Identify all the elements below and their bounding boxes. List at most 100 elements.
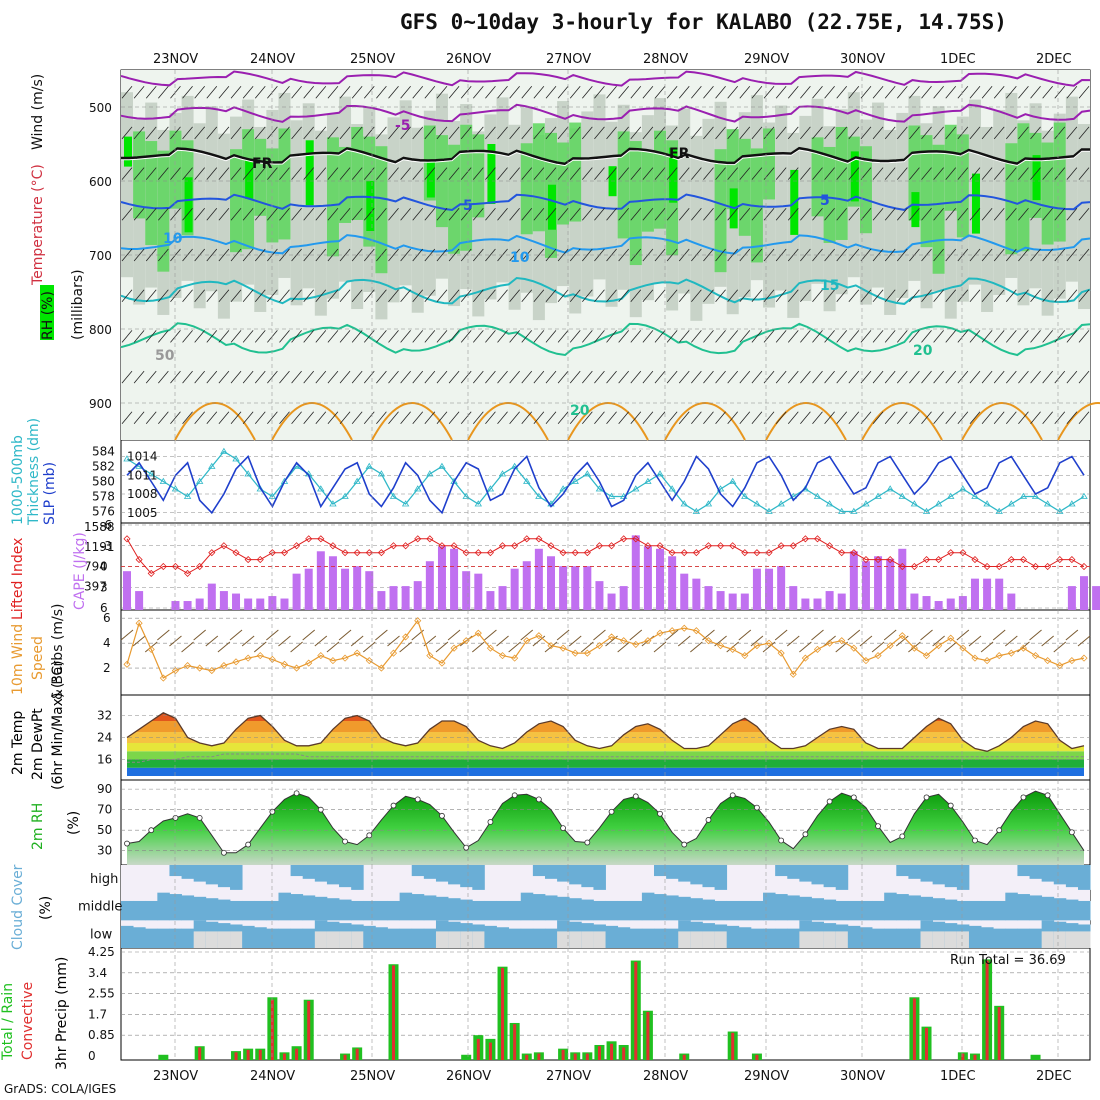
- wind-barb: [145, 370, 157, 384]
- wind10-barb: [253, 641, 267, 653]
- wind-barb: [545, 126, 557, 140]
- precip-conv-bar: [198, 1047, 202, 1060]
- wind10-point: [486, 644, 494, 652]
- wind-barb: [787, 167, 799, 180]
- wind-barb: [363, 167, 375, 180]
- cloud-cell: [714, 900, 728, 921]
- cloud-cell: [993, 900, 1006, 921]
- precip-total-bar: [158, 1054, 169, 1060]
- cloud-cell: [423, 865, 437, 879]
- wind-barb: [400, 289, 411, 302]
- wind-barb: [279, 411, 290, 425]
- rh-gray-cell: [314, 130, 327, 316]
- wind-barb: [497, 330, 508, 343]
- precip-ytick-5: 0: [88, 1049, 96, 1063]
- wind10-point: [801, 654, 809, 662]
- wind-barb: [909, 370, 920, 384]
- wind-barb: [618, 167, 629, 180]
- cape-bar: [716, 591, 725, 610]
- cape-bar: [183, 601, 192, 610]
- date-label-top-1: 24NOV: [250, 52, 295, 67]
- thickness-point: [680, 500, 688, 507]
- wind10-barb: [653, 641, 667, 653]
- wind-barb: [218, 370, 230, 384]
- date-label-bottom-3: 26NOV: [446, 1069, 491, 1084]
- cape-bar: [740, 593, 749, 610]
- wind-barb: [182, 167, 193, 180]
- wind-barb: [1078, 330, 1090, 343]
- rh-point: [148, 827, 155, 834]
- slp-line: [126, 455, 1085, 515]
- cloud-cell: [326, 865, 340, 885]
- wind-barb: [315, 126, 327, 140]
- li-point: [971, 556, 979, 564]
- wind10-barb: [447, 629, 461, 641]
- cloud-gap: [690, 931, 703, 948]
- wind-barb: [351, 289, 363, 302]
- wind-barb: [182, 411, 193, 425]
- wind-barb: [533, 126, 545, 140]
- li-point: [329, 542, 337, 550]
- wind10-barb: [883, 629, 897, 641]
- cloud-gap: [193, 931, 207, 948]
- wind10-point: [305, 659, 313, 667]
- rh-line: [126, 790, 1085, 854]
- cloud-cell: [254, 927, 267, 948]
- wind-barb: [206, 126, 218, 140]
- wind-barb: [1066, 411, 1078, 425]
- wind10-barb: [799, 641, 812, 653]
- wind-barb: [485, 289, 496, 302]
- thickness-point: [280, 477, 289, 484]
- wind-barb: [557, 370, 569, 384]
- wind-barb: [751, 85, 763, 99]
- wind-barb: [860, 208, 872, 221]
- rh-point: [269, 808, 276, 815]
- wind-barb: [896, 126, 908, 140]
- wind-barb: [485, 126, 496, 140]
- wind-barb: [921, 208, 932, 221]
- cloud-cell: [302, 928, 316, 948]
- wind-barb: [133, 248, 145, 262]
- cloud-cell: [787, 928, 800, 948]
- axis-label-cape: CAPE (J/kg): [72, 532, 88, 610]
- wind-barb: [787, 411, 799, 425]
- wind-barb: [921, 411, 932, 425]
- wind-barb: [678, 411, 690, 425]
- thickness-ytick-1: 582: [92, 460, 115, 474]
- axis-label-li: Lifted Index: [10, 538, 26, 620]
- cape-bar: [861, 561, 870, 610]
- wind-barb: [666, 370, 678, 384]
- wind-barb: [909, 289, 920, 302]
- wind-barb: [715, 208, 726, 221]
- cloud-cell: [908, 895, 921, 921]
- wind-barb: [969, 289, 981, 302]
- cape-bar: [898, 548, 907, 610]
- wind-barb: [1066, 289, 1078, 302]
- contour-label-0: -5: [395, 118, 411, 134]
- wind-barb: [678, 85, 690, 99]
- axis-label-rh-pct: (%): [66, 811, 82, 835]
- li-point: [595, 542, 604, 550]
- rh-ytick-2: 50: [97, 823, 112, 837]
- rh-mid-cell: [763, 128, 776, 200]
- wind-barb: [594, 208, 605, 221]
- wind-barb: [267, 330, 278, 343]
- wind-barb: [836, 167, 848, 180]
- cloud-cell: [193, 896, 207, 921]
- wind10-barb: [568, 635, 582, 647]
- wind-barb: [545, 167, 557, 180]
- cape-bar: [619, 586, 628, 610]
- wind-barb: [739, 289, 751, 302]
- thickness-point: [317, 485, 325, 492]
- thickness-point: [474, 500, 483, 507]
- cloud-gap: [932, 931, 946, 948]
- wind-barb: [121, 85, 133, 99]
- wind-barb: [945, 330, 957, 343]
- li-point: [922, 556, 931, 564]
- wind10-barb: [762, 641, 776, 653]
- wind-barb: [121, 167, 133, 180]
- cape-bar: [1007, 593, 1016, 610]
- wind-barb: [230, 126, 242, 140]
- cape-bar: [304, 568, 313, 610]
- wind10-point: [838, 637, 846, 645]
